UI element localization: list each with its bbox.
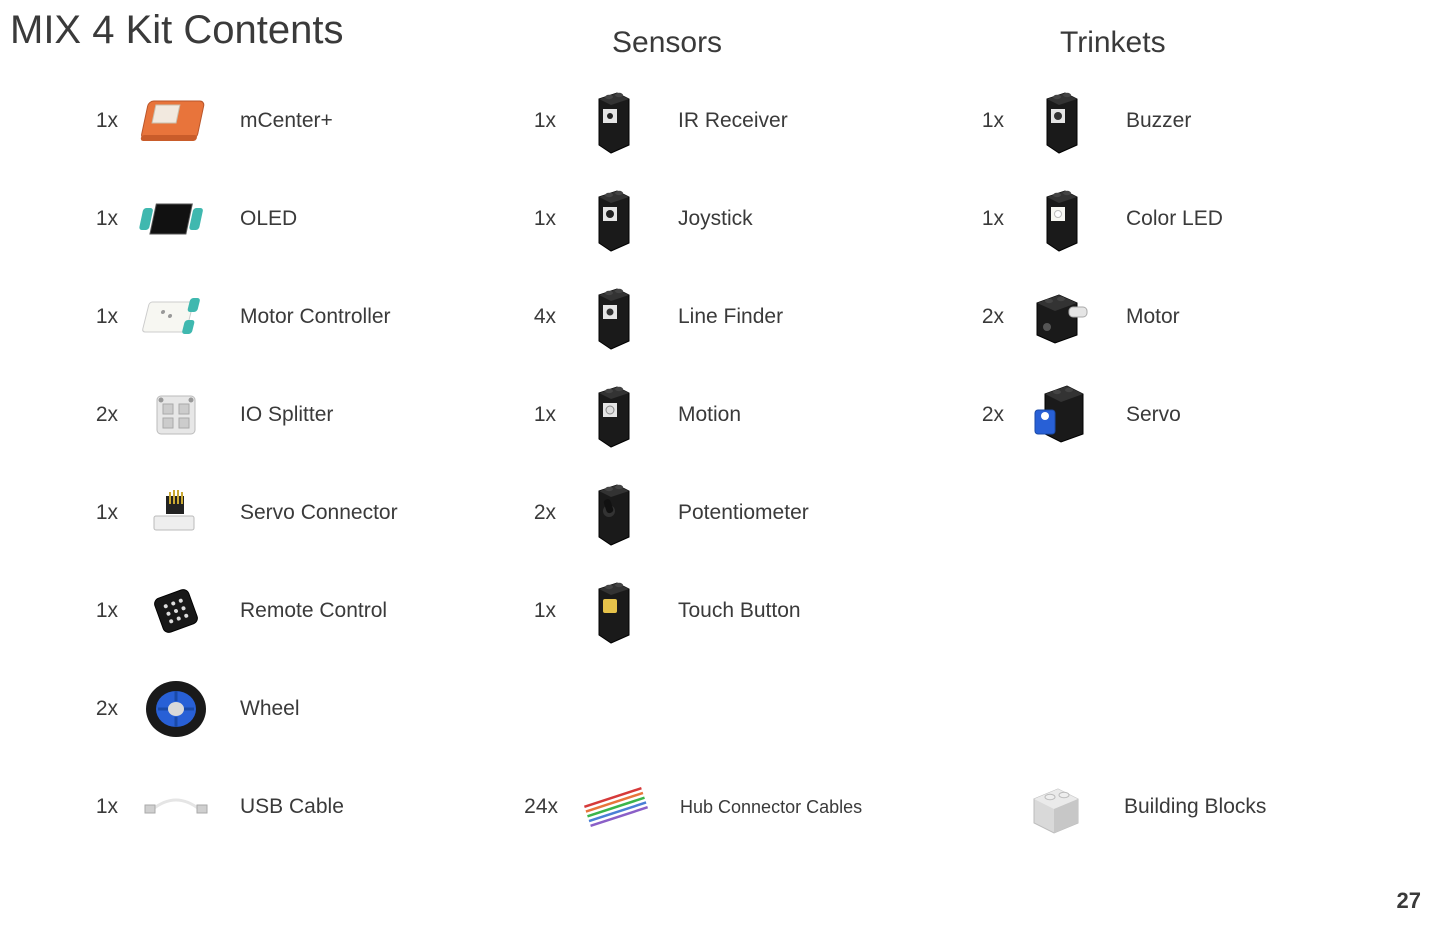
list-item: Building Blocks (1016, 758, 1266, 856)
item-label: USB Cable (240, 795, 344, 819)
oled-icon (136, 179, 216, 259)
item-label: OLED (240, 207, 297, 231)
qty-label: 1x (78, 795, 118, 819)
servo-icon (1022, 375, 1102, 455)
item-label: Building Blocks (1124, 795, 1266, 819)
servo-connector-icon (136, 473, 216, 553)
item-label: Wheel (240, 697, 300, 721)
qty-label: 2x (516, 501, 556, 525)
qty-label: 1x (516, 109, 556, 133)
item-label: Hub Connector Cables (680, 797, 862, 818)
motor-icon (1022, 277, 1102, 357)
item-label: Motion (678, 403, 741, 427)
list-item: 24x Hub Connector Cables (506, 758, 862, 856)
column-trinkets: 1x Buzzer 1x Color LED 2x Motor 2x (964, 72, 1223, 464)
column-sensors: 1x IR Receiver 1x Joystick 4x Line Finde… (516, 72, 809, 660)
list-item: 1x IR Receiver (516, 72, 809, 170)
item-label: Touch Button (678, 599, 801, 623)
section-title-trinkets: Trinkets (1060, 26, 1166, 60)
list-item: 2x Potentiometer (516, 464, 809, 562)
list-item: 1x Color LED (964, 170, 1223, 268)
trinket-icon (1022, 81, 1102, 161)
sensor-icon (574, 81, 654, 161)
list-item: 4x Line Finder (516, 268, 809, 366)
motor-controller-icon (136, 277, 216, 357)
page-number: 27 (1397, 888, 1421, 914)
item-label: IO Splitter (240, 403, 333, 427)
building-blocks-icon (1016, 767, 1096, 847)
item-label: Joystick (678, 207, 753, 231)
item-label: Motor Controller (240, 305, 391, 329)
item-label: IR Receiver (678, 109, 788, 133)
list-item: 1x Joystick (516, 170, 809, 268)
qty-label: 1x (78, 599, 118, 623)
io-splitter-icon (136, 375, 216, 455)
qty-label: 2x (964, 305, 1004, 329)
qty-label: 1x (78, 501, 118, 525)
item-label: Buzzer (1126, 109, 1191, 133)
item-label: Line Finder (678, 305, 783, 329)
hub-cables-icon (576, 767, 656, 847)
qty-label: 1x (516, 403, 556, 427)
qty-label: 24x (506, 795, 558, 819)
qty-label: 2x (78, 697, 118, 721)
list-item: 1x Motor Controller (78, 268, 398, 366)
item-label: Remote Control (240, 599, 387, 623)
trinket-icon (1022, 179, 1102, 259)
qty-label: 1x (964, 207, 1004, 231)
list-item: 2x Servo (964, 366, 1223, 464)
list-item: 1x USB Cable (78, 758, 398, 856)
section-title-sensors: Sensors (612, 26, 722, 60)
sensor-icon (574, 571, 654, 651)
list-item: 1x OLED (78, 170, 398, 268)
qty-label: 1x (516, 207, 556, 231)
page-title: MIX 4 Kit Contents (10, 8, 343, 53)
column-main: 1x mCenter+ 1x OLED (78, 72, 398, 856)
list-item: 1x Remote Control (78, 562, 398, 660)
list-item: 1x Buzzer (964, 72, 1223, 170)
mcenter-icon (136, 81, 216, 161)
usb-cable-icon (136, 767, 216, 847)
qty-label: 2x (78, 403, 118, 427)
qty-label: 2x (964, 403, 1004, 427)
qty-label: 1x (78, 207, 118, 231)
list-item: 2x Motor (964, 268, 1223, 366)
sensor-icon (574, 473, 654, 553)
qty-label: 1x (964, 109, 1004, 133)
item-label: Color LED (1126, 207, 1223, 231)
qty-label: 1x (78, 109, 118, 133)
list-item: 1x Motion (516, 366, 809, 464)
list-item: 2x IO Splitter (78, 366, 398, 464)
item-label: Motor (1126, 305, 1180, 329)
list-item: 2x Wheel (78, 660, 398, 758)
item-label: Potentiometer (678, 501, 809, 525)
sensor-icon (574, 179, 654, 259)
item-label: Servo Connector (240, 501, 398, 525)
list-item: 1x Servo Connector (78, 464, 398, 562)
sensor-icon (574, 277, 654, 357)
sensor-icon (574, 375, 654, 455)
qty-label: 1x (516, 599, 556, 623)
remote-control-icon (136, 571, 216, 651)
item-label: mCenter+ (240, 109, 333, 133)
list-item: 1x mCenter+ (78, 72, 398, 170)
qty-label: 1x (78, 305, 118, 329)
item-label: Servo (1126, 403, 1181, 427)
wheel-icon (136, 669, 216, 749)
list-item: 1x Touch Button (516, 562, 809, 660)
qty-label: 4x (516, 305, 556, 329)
